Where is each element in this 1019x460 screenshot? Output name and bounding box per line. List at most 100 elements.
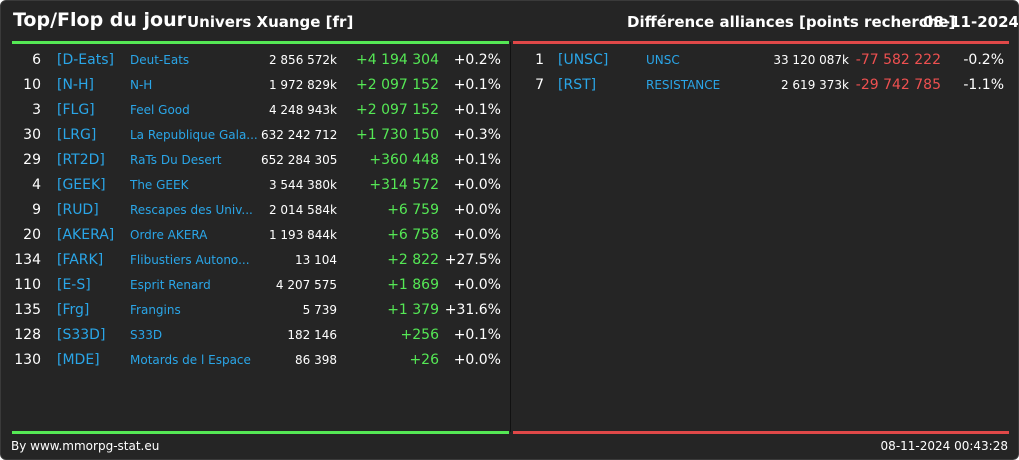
table-row: 1 [UNSC] UNSC 33 120 087k -77 582 222 -0.2%	[512, 48, 1007, 73]
alliance-name: Ordre AKERA	[130, 228, 208, 242]
table-row: 110 [E-S] Esprit Renard 4 207 575 +1 869 +0.0…	[11, 273, 506, 298]
points-cell: 652 284 305	[261, 153, 337, 167]
percent-cell: +0.1%	[453, 327, 501, 343]
percent-cell: +0.0%	[453, 227, 501, 243]
universe-label: Univers Xuange [fr]	[187, 13, 354, 31]
points-cell: 2 856 572k	[268, 53, 337, 67]
percent-cell: +0.0%	[453, 352, 501, 368]
bottom-divider-green	[12, 431, 509, 434]
difference-cell: +314 572	[369, 177, 439, 193]
alliance-tag: [S33D]	[57, 327, 106, 343]
bottom-divider-red	[513, 431, 1009, 434]
difference-title: Différence alliances [points recherche]	[627, 13, 956, 31]
table-row: 30 [LRG] La Republique Gala... 632 242 712 +…	[11, 123, 506, 148]
alliance-name: Feel Good	[130, 103, 190, 117]
table-row: 4 [GEEK] The GEEK 3 544 380k +314 572 +0.0%	[11, 173, 506, 198]
alliance-name: Frangins	[130, 303, 181, 317]
difference-cell: +360 448	[369, 152, 439, 168]
points-cell: 2 014 584k	[268, 203, 337, 217]
alliance-tag: [E-S]	[57, 277, 91, 293]
difference-cell: +4 194 304	[356, 52, 439, 68]
rank-cell: 30	[23, 127, 41, 143]
rank-cell: 134	[14, 252, 41, 268]
alliance-name: Esprit Renard	[130, 278, 211, 292]
percent-cell: +0.2%	[453, 52, 501, 68]
alliance-name: N-H	[130, 78, 153, 92]
alliance-tag: [Frg]	[57, 302, 90, 318]
points-cell: 86 398	[295, 353, 337, 367]
difference-cell: -29 742 785	[855, 77, 941, 93]
rank-cell: 128	[14, 327, 41, 343]
points-cell: 1 193 844k	[268, 228, 337, 242]
table-row: 134 [FARK] Flibustiers Autono... 13 104 +2 8…	[11, 248, 506, 273]
rank-cell: 9	[32, 202, 41, 218]
points-cell: 182 146	[287, 328, 337, 342]
alliance-tag: [RUD]	[57, 202, 99, 218]
alliance-name: Deut-Eats	[130, 53, 190, 67]
alliance-tag: [RST]	[558, 77, 597, 93]
points-cell: 2 619 373k	[780, 78, 849, 92]
alliance-tag: [D-Eats]	[57, 52, 114, 68]
table-row: 10 [N-H] N-H 1 972 829k +2 097 152 +0.1%	[11, 73, 506, 98]
percent-cell: +27.5%	[444, 252, 501, 268]
alliance-tag: [UNSC]	[558, 52, 609, 68]
alliance-name: Flibustiers Autono...	[130, 253, 250, 267]
difference-cell: +2 822	[387, 252, 439, 268]
header-date: 08-11-2024	[923, 13, 1019, 31]
alliance-tag: [FLG]	[57, 102, 95, 118]
rank-cell: 130	[14, 352, 41, 368]
points-cell: 632 242 712	[261, 128, 337, 142]
table-row: 135 [Frg] Frangins 5 739 +1 379 +31.6%	[11, 298, 506, 323]
rank-cell: 7	[535, 77, 544, 93]
rank-cell: 1	[535, 52, 544, 68]
difference-cell: +26	[409, 352, 439, 368]
panel-title: Top/Flop du jour	[13, 9, 186, 31]
points-cell: 13 104	[295, 253, 337, 267]
top-divider-green	[12, 41, 509, 44]
percent-cell: -1.1%	[963, 77, 1004, 93]
percent-cell: +31.6%	[444, 302, 501, 318]
rank-cell: 10	[23, 77, 41, 93]
percent-cell: +0.0%	[453, 277, 501, 293]
percent-cell: -0.2%	[963, 52, 1004, 68]
rank-cell: 135	[14, 302, 41, 318]
alliance-tag: [AKERA]	[57, 227, 115, 243]
top-divider-red	[513, 41, 1009, 44]
points-cell: 33 120 087k	[773, 53, 849, 67]
difference-cell: +2 097 152	[356, 77, 439, 93]
percent-cell: +0.3%	[453, 127, 501, 143]
percent-cell: +0.0%	[453, 202, 501, 218]
alliance-tag: [RT2D]	[57, 152, 105, 168]
difference-cell: +1 379	[387, 302, 439, 318]
alliance-name: RaTs Du Desert	[130, 153, 222, 167]
footer-timestamp: 08-11-2024 00:43:28	[880, 439, 1008, 453]
rank-cell: 20	[23, 227, 41, 243]
percent-cell: +0.1%	[453, 152, 501, 168]
alliance-name: The GEEK	[130, 178, 189, 192]
table-row: 20 [AKERA] Ordre AKERA 1 193 844k +6 758 +0.0…	[11, 223, 506, 248]
difference-cell: +256	[400, 327, 439, 343]
percent-cell: +0.1%	[453, 102, 501, 118]
alliance-name: S33D	[130, 328, 163, 342]
points-cell: 4 248 943k	[268, 103, 337, 117]
alliance-name: RESISTANCE	[646, 78, 721, 92]
percent-cell: +0.0%	[453, 177, 501, 193]
table-row: 9 [RUD] Rescapes des Univ... 2 014 584k +6 7…	[11, 198, 506, 223]
alliance-name: Motards de l Espace	[130, 353, 251, 367]
table-row: 3 [FLG] Feel Good 4 248 943k +2 097 152 +0.1%	[11, 98, 506, 123]
rank-cell: 6	[32, 52, 41, 68]
source-credit: By www.mmorpg-stat.eu	[11, 439, 160, 453]
alliance-tag: [LRG]	[57, 127, 97, 143]
alliance-name: Rescapes des Univ...	[130, 203, 253, 217]
points-cell: 1 972 829k	[268, 78, 337, 92]
table-row: 7 [RST] RESISTANCE 2 619 373k -29 742 785 -1.…	[512, 73, 1007, 98]
points-cell: 5 739	[302, 303, 337, 317]
difference-cell: +6 759	[387, 202, 439, 218]
table-row: 29 [RT2D] RaTs Du Desert 652 284 305 +360 44…	[11, 148, 506, 173]
difference-cell: +1 869	[387, 277, 439, 293]
column-divider	[510, 42, 511, 432]
difference-cell: +2 097 152	[356, 102, 439, 118]
points-cell: 4 207 575	[275, 278, 337, 292]
alliance-tag: [MDE]	[57, 352, 100, 368]
